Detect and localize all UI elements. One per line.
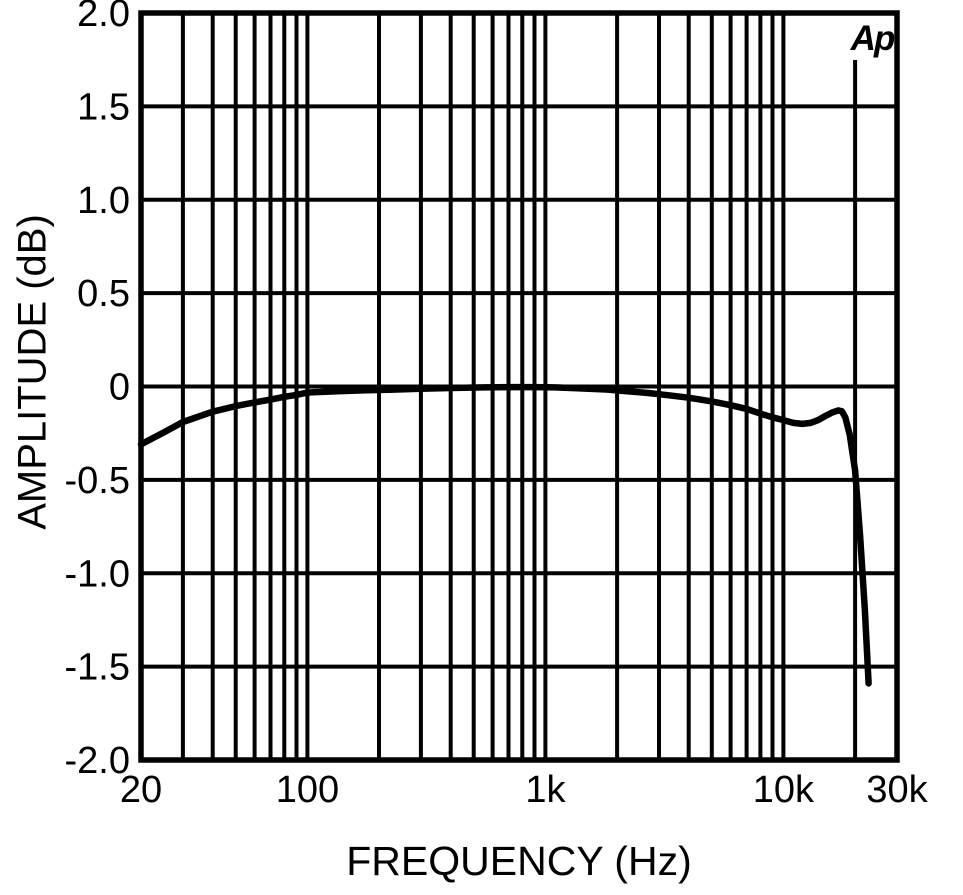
x-tick-label: 1k [525, 769, 566, 811]
x-tick-label: 10k [753, 769, 815, 811]
y-tick-label: 0 [109, 367, 130, 409]
x-axis-label: FREQUENCY (Hz) [346, 838, 692, 884]
y-axis-label: AMPLITUDE (dB) [10, 214, 55, 530]
plot-border [138, 10, 900, 763]
y-tick-label: -0.5 [65, 460, 130, 502]
audio-precision-logo: Ap [850, 19, 896, 58]
x-tick-label: 100 [276, 769, 339, 811]
x-tick-label: 30k [866, 769, 928, 811]
y-tick-label: -1.0 [65, 553, 130, 595]
x-tick-label: 20 [120, 769, 162, 811]
response-curve [137, 383, 872, 687]
y-tick-label: 1.0 [77, 180, 130, 222]
y-tick-label: 2.0 [77, 0, 130, 35]
y-tick-label: 1.5 [77, 86, 130, 128]
y-tick-label: -2.0 [65, 740, 130, 782]
y-tick-label: 0.5 [77, 273, 130, 315]
y-tick-label: -1.5 [65, 647, 130, 689]
